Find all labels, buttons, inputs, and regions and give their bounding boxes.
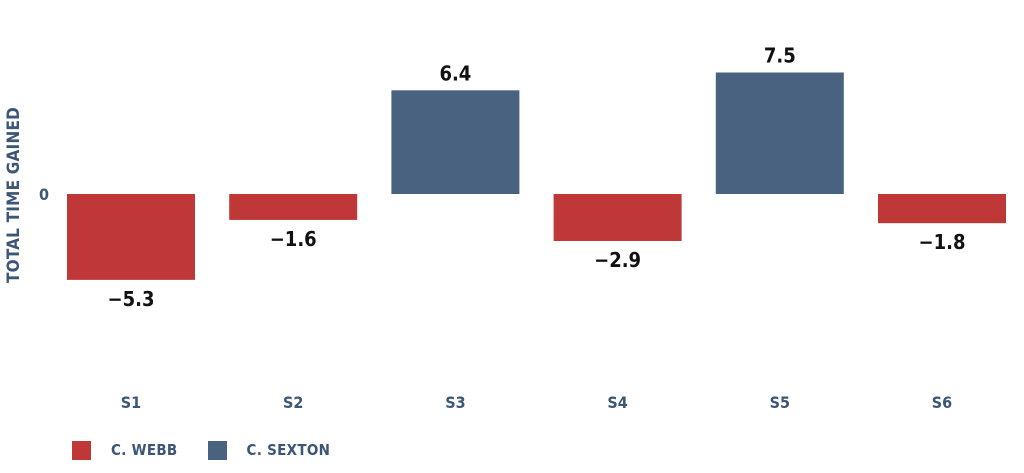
legend-swatch-sexton <box>207 440 227 460</box>
legend-swatch-webb <box>72 440 91 460</box>
bar-s4 <box>553 194 682 241</box>
bar-s2 <box>229 194 358 220</box>
data-label-s4: −2.9 <box>594 248 641 272</box>
y-axis-label: TOTAL TIME GAINED <box>4 107 24 283</box>
bar-s6 <box>878 194 1006 224</box>
x-tick-label-s4: S4 <box>607 393 627 412</box>
data-label-s2: −1.6 <box>270 227 317 251</box>
legend-label-sexton: C. SEXTON <box>246 441 331 459</box>
y-axis-label-container: TOTAL TIME GAINED <box>0 0 30 380</box>
data-label-s1: −5.3 <box>108 287 155 311</box>
legend-item-webb: C. WEBB <box>72 440 178 460</box>
x-tick-label-s5: S5 <box>770 393 790 412</box>
x-tick-label-s6: S6 <box>932 393 952 412</box>
data-label-s3: 6.4 <box>439 61 471 85</box>
bar-s1 <box>67 194 195 280</box>
legend-label-webb: C. WEBB <box>111 441 178 459</box>
legend-item-sexton: C. SEXTON <box>207 440 331 460</box>
x-tick-label-s2: S2 <box>283 393 303 412</box>
legend: C. WEBB C. SEXTON <box>72 438 360 462</box>
bar-s5 <box>715 72 844 194</box>
y-zero-tick-label: 0 <box>39 185 49 204</box>
data-label-s6: −1.8 <box>919 230 966 254</box>
x-tick-label-s1: S1 <box>121 393 141 412</box>
data-label-s5: 7.5 <box>764 44 796 68</box>
bar-s3 <box>391 90 520 194</box>
x-tick-label-s3: S3 <box>445 393 465 412</box>
